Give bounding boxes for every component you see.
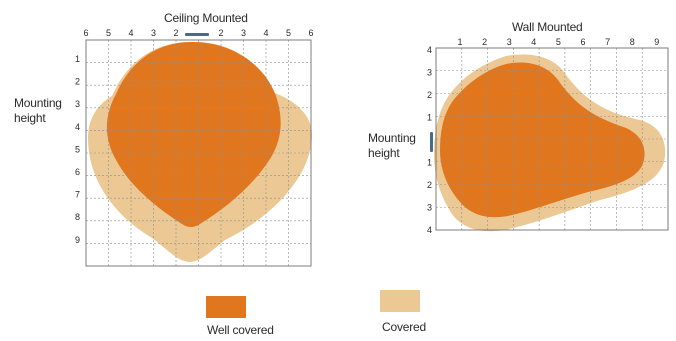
wall-grid xyxy=(435,47,669,231)
ceiling-left-tick-label: 7 xyxy=(75,190,80,200)
ceiling-left-tick-label: 9 xyxy=(75,235,80,245)
legend-covered-swatch xyxy=(380,290,420,312)
legend-covered-label: Covered xyxy=(382,320,426,334)
wall-top-tick-label: 7 xyxy=(605,37,610,47)
ceiling-top-tick-label: 3 xyxy=(241,28,246,38)
ceiling-well-covered-area xyxy=(106,42,281,227)
wall-mount-marker xyxy=(430,132,433,152)
wall-left-tick-label: 4 xyxy=(427,45,432,55)
ceiling-grid xyxy=(85,39,312,267)
wall-top-tick-label: 8 xyxy=(630,37,635,47)
wall-left-tick-label: 3 xyxy=(427,68,432,78)
wall-grid-border xyxy=(435,47,669,231)
ceiling-mounting-height-label-line1: Mounting xyxy=(14,96,62,110)
wall-mounting-height-label-line1: Mounting xyxy=(368,131,416,145)
ceiling-tick-labels: 6 5 4 3 2 2 3 4 5 6 1 2 3 4 5 6 7 8 9 xyxy=(75,28,314,245)
wall-left-tick-label: 1 xyxy=(427,113,432,123)
wall-mounting-height-label-line2: height xyxy=(368,146,400,160)
wall-mounted-title: Wall Mounted xyxy=(512,20,583,34)
wall-mounted-panel: 1 2 3 4 5 6 7 8 9 4 3 2 1 1 2 3 4 xyxy=(427,37,669,235)
ceiling-left-tick-label: 1 xyxy=(75,54,80,64)
wall-top-tick-label: 6 xyxy=(580,37,585,47)
ceiling-left-tick-label: 3 xyxy=(75,99,80,109)
wall-left-tick-label: 2 xyxy=(427,180,432,190)
wall-top-tick-label: 1 xyxy=(457,37,462,47)
ceiling-top-tick-label: 5 xyxy=(286,28,291,38)
ceiling-mounted-panel: 6 5 4 3 2 2 3 4 5 6 1 2 3 4 5 6 7 8 9 xyxy=(75,28,314,267)
ceiling-left-tick-label: 6 xyxy=(75,167,80,177)
ceiling-left-tick-label: 2 xyxy=(75,77,80,87)
legend-well-covered-label: Well covered xyxy=(207,323,274,337)
ceiling-top-tick-label: 2 xyxy=(173,28,178,38)
wall-well-covered-area xyxy=(440,62,645,218)
wall-top-tick-label: 2 xyxy=(482,37,487,47)
ceiling-left-tick-label: 8 xyxy=(75,212,80,222)
wall-top-tick-label: 3 xyxy=(507,37,512,47)
ceiling-left-tick-label: 5 xyxy=(75,144,80,154)
ceiling-top-tick-label: 6 xyxy=(83,28,88,38)
ceiling-top-tick-label: 4 xyxy=(128,28,133,38)
wall-top-tick-label: 5 xyxy=(556,37,561,47)
ceiling-top-tick-label: 3 xyxy=(151,28,156,38)
ceiling-top-tick-label: 4 xyxy=(263,28,268,38)
ceiling-top-tick-label: 2 xyxy=(218,28,223,38)
ceiling-mounted-title: Ceiling Mounted xyxy=(164,11,248,25)
wall-top-tick-label: 4 xyxy=(531,37,536,47)
wall-top-tick-label: 9 xyxy=(654,37,659,47)
wall-left-tick-label: 4 xyxy=(427,225,432,235)
ceiling-top-tick-label: 6 xyxy=(308,28,313,38)
wall-left-tick-label: 2 xyxy=(427,90,432,100)
ceiling-mount-marker xyxy=(185,33,209,36)
ceiling-grid-border xyxy=(85,39,312,267)
ceiling-mounting-height-label-line2: height xyxy=(14,111,46,125)
ceiling-top-tick-label: 5 xyxy=(106,28,111,38)
wall-left-tick-label: 3 xyxy=(427,203,432,213)
ceiling-left-tick-label: 4 xyxy=(75,122,80,132)
wall-tick-labels: 1 2 3 4 5 6 7 8 9 4 3 2 1 1 2 3 4 xyxy=(427,37,659,235)
legend-well-covered-swatch xyxy=(206,296,246,318)
wall-left-tick-label: 1 xyxy=(427,158,432,168)
